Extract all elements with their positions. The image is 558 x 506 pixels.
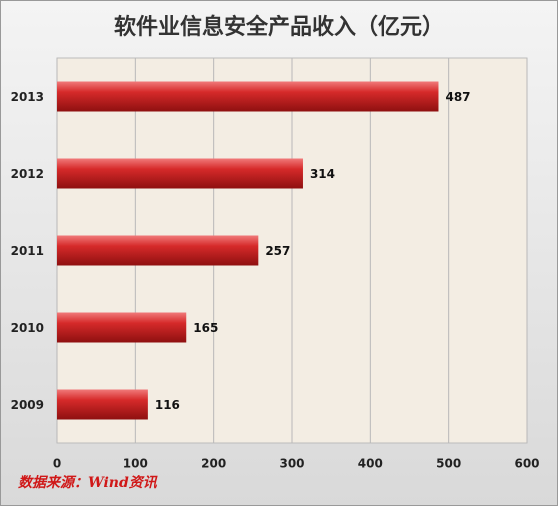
y-tick-label: 2012 [11, 167, 44, 181]
value-label: 314 [310, 167, 335, 181]
y-tick-label: 2011 [11, 244, 44, 258]
x-tick-label: 0 [53, 457, 61, 471]
bar [57, 81, 439, 112]
bar [57, 389, 148, 420]
bar [57, 235, 259, 266]
value-label: 165 [193, 321, 218, 335]
bar [57, 312, 187, 343]
x-tick-label: 100 [123, 457, 148, 471]
source-note: 数据来源：Wind资讯 [18, 474, 158, 491]
y-tick-label: 2009 [11, 398, 44, 412]
bar [57, 158, 303, 189]
value-label: 257 [265, 244, 290, 258]
x-tick-label: 500 [436, 457, 461, 471]
y-tick-label: 2013 [11, 90, 44, 104]
x-tick-label: 200 [201, 457, 226, 471]
x-tick-label: 600 [514, 457, 539, 471]
y-tick-label: 2010 [11, 321, 44, 335]
chart-title: 软件业信息安全产品收入（亿元） [114, 14, 444, 40]
x-tick-label: 400 [358, 457, 383, 471]
value-label: 116 [155, 398, 180, 412]
value-label: 487 [445, 90, 470, 104]
x-tick-label: 300 [279, 457, 304, 471]
